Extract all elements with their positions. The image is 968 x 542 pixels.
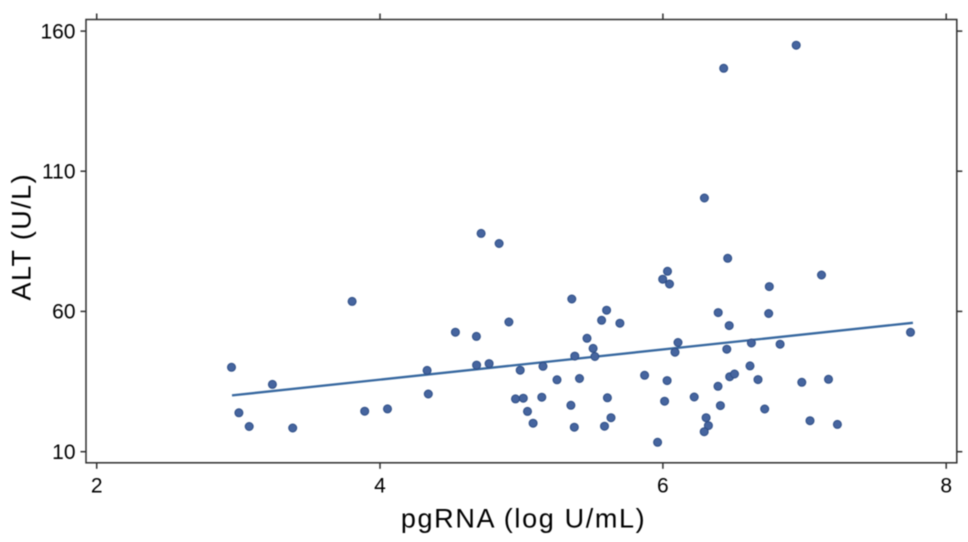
svg-text:ALT (U/L): ALT (U/L) [6,173,36,301]
svg-text:2: 2 [91,474,103,497]
svg-text:10: 10 [52,441,75,464]
svg-text:8: 8 [940,474,952,497]
svg-text:110: 110 [42,161,75,184]
svg-text:6: 6 [657,474,669,497]
svg-text:160: 160 [40,20,75,43]
svg-text:4: 4 [374,474,386,497]
svg-text:60: 60 [52,301,75,324]
svg-text:pgRNA (log U/mL): pgRNA (log U/mL) [401,504,646,534]
